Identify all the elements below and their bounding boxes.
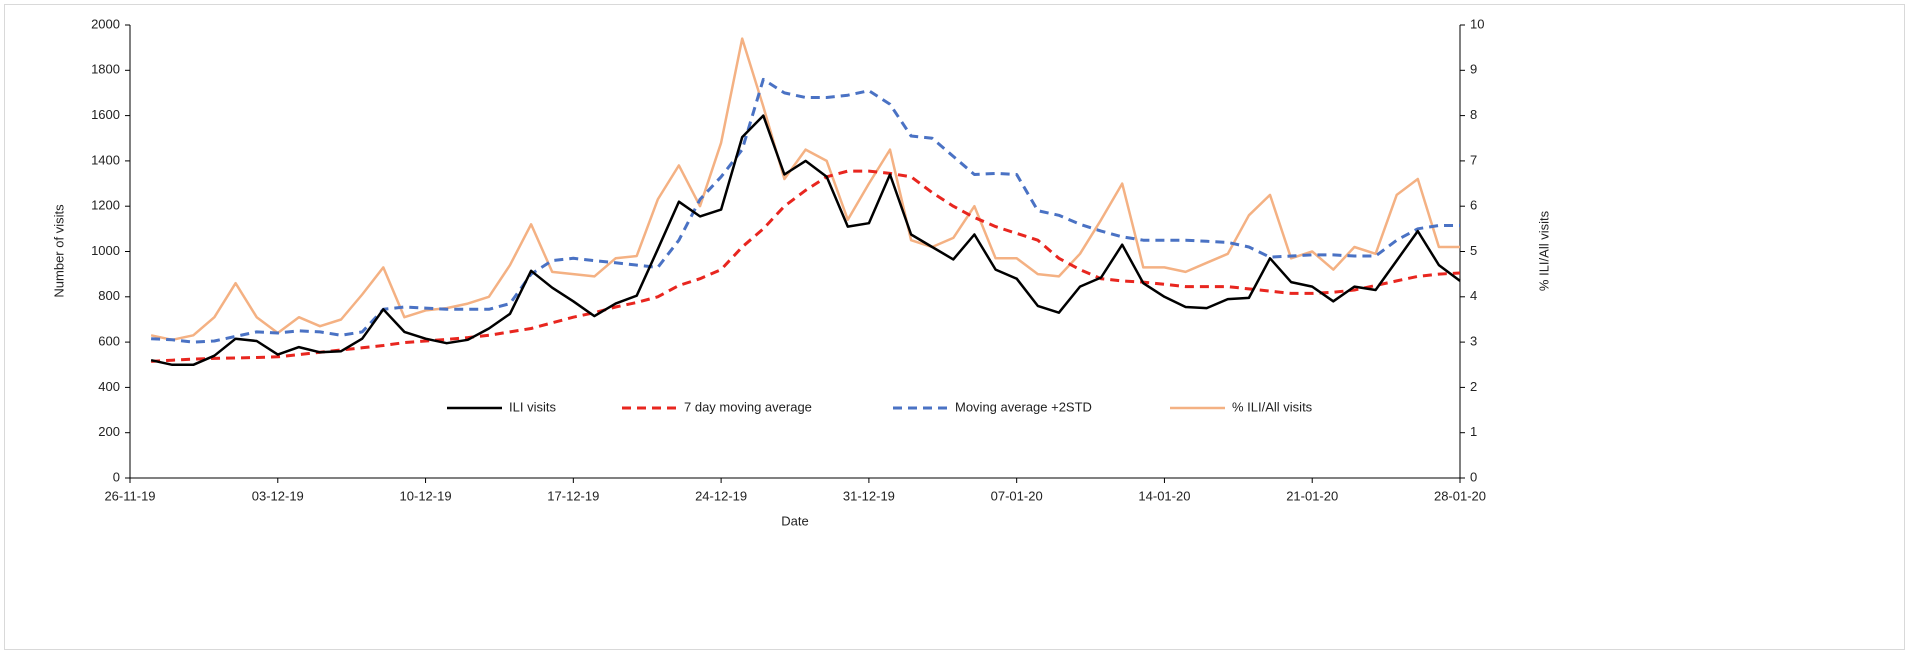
y2-tick-label: 10 [1470,16,1484,31]
series-line [151,169,1461,363]
x-tick-label: 03-12-19 [252,488,304,503]
y2-tick-label: 7 [1470,152,1477,167]
y2-tick-label: 0 [1470,469,1477,484]
x-tick-label: 10-12-19 [400,488,452,503]
legend-label: Moving average +2STD [955,399,1092,414]
y2-tick-label: 1 [1470,424,1477,439]
series-line [150,37,1460,342]
y-tick-label: 0 [113,469,120,484]
y-tick-label: 1000 [91,243,120,258]
y-tick-label: 800 [98,288,120,303]
y-tick-label: 1400 [91,152,120,167]
legend-label: % ILI/All visits [1232,399,1313,414]
x-tick-label: 21-01-20 [1286,488,1338,503]
y-tick-label: 600 [98,334,120,349]
y-tick-label: 200 [98,424,120,439]
y2-tick-label: 5 [1470,243,1477,258]
y2-tick-label: 3 [1470,334,1477,349]
y2-tick-label: 2 [1470,379,1477,394]
y2-tick-label: 4 [1470,288,1477,303]
x-tick-label: 17-12-19 [547,488,599,503]
y-axis-label: Number of visits [51,204,66,298]
y2-axis-label: % ILI/All visits [1536,210,1551,291]
y2-tick-label: 8 [1470,107,1477,122]
y-tick-label: 1200 [91,198,120,213]
y-tick-label: 1800 [91,62,120,77]
x-tick-label: 31-12-19 [843,488,895,503]
y-tick-label: 2000 [91,16,120,31]
y-tick-label: 400 [98,379,120,394]
series-line [150,114,1461,367]
x-tick-label: 28-01-20 [1434,488,1486,503]
y-tick-label: 1600 [91,107,120,122]
legend-label: ILI visits [509,399,556,414]
chart-frame [4,4,1905,650]
x-tick-label: 14-01-20 [1138,488,1190,503]
legend-label: 7 day moving average [684,399,812,414]
x-axis-label: Date [781,513,808,528]
y2-tick-label: 9 [1470,62,1477,77]
x-tick-label: 26-11-19 [104,488,155,503]
y2-tick-label: 6 [1470,198,1477,213]
x-tick-label: 24-12-19 [695,488,747,503]
x-tick-label: 07-01-20 [991,488,1043,503]
